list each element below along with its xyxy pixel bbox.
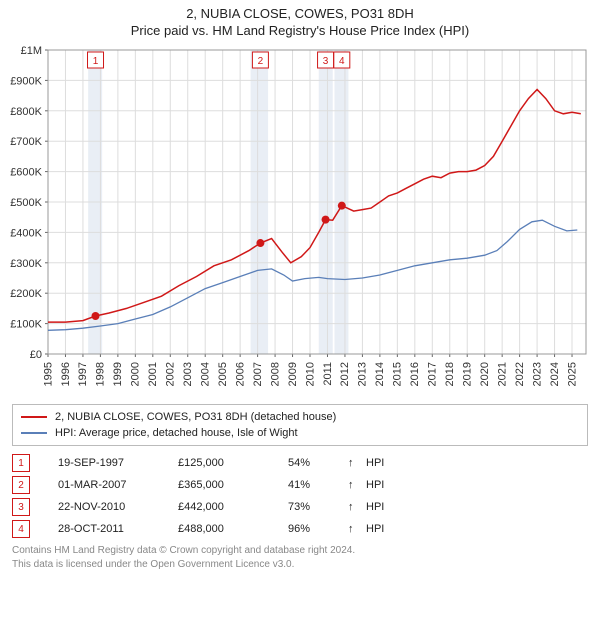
svg-text:2022: 2022	[514, 362, 526, 386]
sale-price: £125,000	[178, 457, 288, 469]
sale-pct: 41%	[288, 479, 348, 491]
sale-pct: 96%	[288, 523, 348, 535]
svg-text:2020: 2020	[479, 362, 491, 386]
sale-pct: 54%	[288, 457, 348, 469]
svg-text:£200K: £200K	[10, 288, 42, 300]
svg-text:£600K: £600K	[10, 167, 42, 179]
svg-text:2013: 2013	[357, 362, 369, 386]
price-chart-svg: £0 £100K £200K £300K £400K £500K £600K £700K £80…	[0, 40, 600, 400]
legend-item-hpi: HPI: Average price, detached house, Isle…	[21, 425, 579, 441]
svg-text:2024: 2024	[549, 362, 561, 386]
sales-table: 119-SEP-1997£125,00054%↑HPI201-MAR-2007£…	[12, 452, 588, 540]
svg-text:2009: 2009	[287, 362, 299, 386]
title-subtitle: Price paid vs. HM Land Registry's House …	[0, 23, 600, 38]
sale-marker: 4	[12, 520, 30, 538]
svg-text:2010: 2010	[304, 362, 316, 386]
arrow-up-icon: ↑	[348, 501, 366, 513]
svg-text:2021: 2021	[496, 362, 508, 386]
sale-row: 3 22-NOV-2010£442,00073%↑HPI	[12, 496, 588, 518]
sale-ref: HPI	[366, 501, 396, 513]
svg-text:£100K: £100K	[10, 319, 42, 331]
svg-text:£800K: £800K	[10, 106, 42, 118]
svg-text:2016: 2016	[409, 362, 421, 386]
legend-swatch-hpi	[21, 432, 47, 434]
svg-text:1: 1	[93, 56, 99, 67]
sale-row: 4 28-OCT-2011£488,00096%↑HPI	[12, 518, 588, 540]
sale-ref: HPI	[366, 523, 396, 535]
svg-text:2: 2	[258, 56, 264, 67]
svg-text:2019: 2019	[462, 362, 474, 386]
sale-row: 2 01-MAR-2007£365,00041%↑HPI	[12, 474, 588, 496]
sale-row: 1 19-SEP-1997£125,00054%↑HPI	[12, 452, 588, 474]
svg-text:£900K: £900K	[10, 75, 42, 87]
svg-text:2023: 2023	[531, 362, 543, 386]
sale-pct: 73%	[288, 501, 348, 513]
svg-text:2008: 2008	[269, 362, 281, 386]
footer-line1: Contains HM Land Registry data © Crown c…	[12, 544, 588, 558]
svg-text:2000: 2000	[130, 362, 142, 386]
footer-line2: This data is licensed under the Open Gov…	[12, 558, 588, 572]
svg-text:2005: 2005	[217, 362, 229, 386]
svg-text:£1M: £1M	[21, 45, 42, 57]
svg-text:4: 4	[339, 56, 345, 67]
svg-text:£0: £0	[30, 349, 42, 361]
svg-text:1997: 1997	[77, 362, 89, 386]
svg-text:£700K: £700K	[10, 136, 42, 148]
svg-text:2001: 2001	[147, 362, 159, 386]
svg-text:1995: 1995	[42, 362, 54, 386]
sale-marker: 2	[12, 476, 30, 494]
chart-area: £0 £100K £200K £300K £400K £500K £600K £700K £80…	[0, 40, 600, 400]
svg-text:2006: 2006	[234, 362, 246, 386]
arrow-up-icon: ↑	[348, 457, 366, 469]
svg-text:1998: 1998	[95, 362, 107, 386]
svg-text:1999: 1999	[112, 362, 124, 386]
svg-text:£500K: £500K	[10, 197, 42, 209]
svg-text:2015: 2015	[392, 362, 404, 386]
arrow-up-icon: ↑	[348, 479, 366, 491]
svg-text:2017: 2017	[427, 362, 439, 386]
legend-swatch-property	[21, 416, 47, 418]
sale-date: 01-MAR-2007	[58, 479, 178, 491]
sale-ref: HPI	[366, 457, 396, 469]
svg-text:£400K: £400K	[10, 227, 42, 239]
svg-text:2004: 2004	[200, 362, 212, 386]
sale-price: £365,000	[178, 479, 288, 491]
svg-text:2003: 2003	[182, 362, 194, 386]
sale-price: £488,000	[178, 523, 288, 535]
svg-text:2018: 2018	[444, 362, 456, 386]
svg-text:3: 3	[323, 56, 329, 67]
svg-text:2025: 2025	[566, 362, 578, 386]
legend-label-property: 2, NUBIA CLOSE, COWES, PO31 8DH (detache…	[55, 411, 336, 423]
legend: 2, NUBIA CLOSE, COWES, PO31 8DH (detache…	[12, 404, 588, 446]
sale-price: £442,000	[178, 501, 288, 513]
legend-label-hpi: HPI: Average price, detached house, Isle…	[55, 427, 298, 439]
svg-text:2002: 2002	[165, 362, 177, 386]
sale-ref: HPI	[366, 479, 396, 491]
sale-date: 22-NOV-2010	[58, 501, 178, 513]
svg-text:£300K: £300K	[10, 258, 42, 270]
sale-marker: 1	[12, 454, 30, 472]
svg-text:2012: 2012	[339, 362, 351, 386]
sale-date: 28-OCT-2011	[58, 523, 178, 535]
arrow-up-icon: ↑	[348, 523, 366, 535]
svg-text:2007: 2007	[252, 362, 264, 386]
svg-text:2014: 2014	[374, 362, 386, 386]
title-address: 2, NUBIA CLOSE, COWES, PO31 8DH	[0, 6, 600, 21]
svg-text:1996: 1996	[60, 362, 72, 386]
legend-item-property: 2, NUBIA CLOSE, COWES, PO31 8DH (detache…	[21, 409, 579, 425]
sale-marker: 3	[12, 498, 30, 516]
footer-attribution: Contains HM Land Registry data © Crown c…	[12, 544, 588, 571]
sale-date: 19-SEP-1997	[58, 457, 178, 469]
chart-titles: 2, NUBIA CLOSE, COWES, PO31 8DH Price pa…	[0, 0, 600, 40]
svg-text:2011: 2011	[322, 362, 334, 386]
